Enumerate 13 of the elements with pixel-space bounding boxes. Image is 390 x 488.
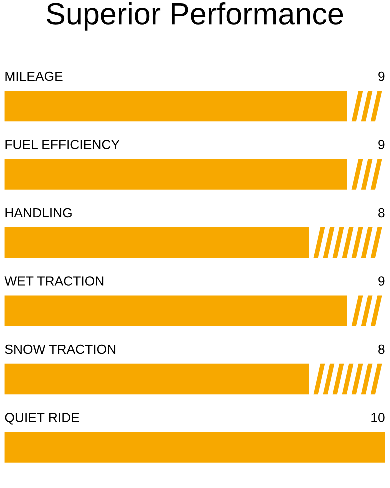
y-tick-label: MILEAGE [6,72,63,82]
chart-title: Superior Performance [46,2,344,31]
y-tick-label: HANDLING [6,208,72,218]
data-label: 8 [378,208,385,218]
data-label: 8 [378,344,385,354]
data-label: 9 [378,276,385,286]
y-tick-label: FUEL EFFICIENCY [6,140,120,150]
data-label: 9 [378,140,385,150]
data-label: 10 [372,413,385,422]
data-label: 9 [378,72,385,82]
y-tick-label: WET TRACTION [4,276,104,286]
y-tick-label: SNOW TRACTION [5,344,116,354]
y-tick-label: QUIET RIDE [5,413,80,425]
